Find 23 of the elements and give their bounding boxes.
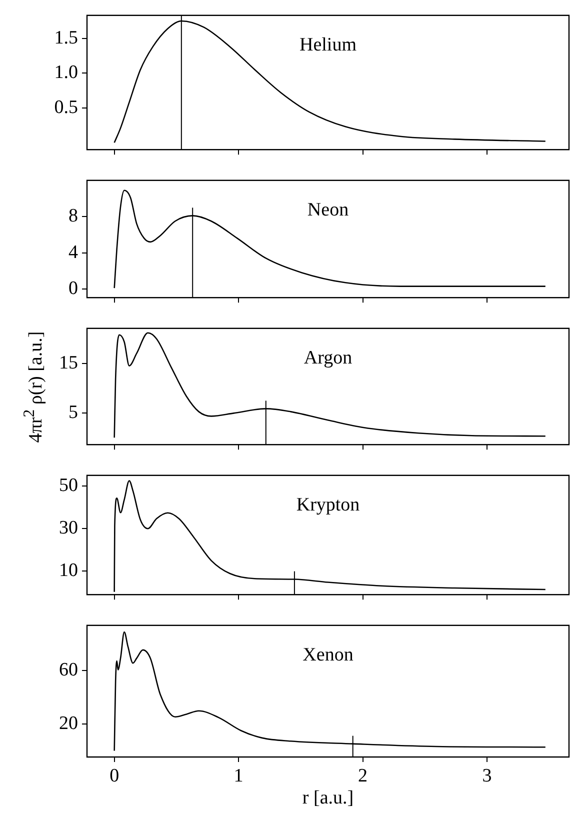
y-tick-label: 5	[68, 402, 78, 424]
y-tick-label: 50	[59, 475, 78, 496]
x-tick-label: 2	[358, 765, 368, 786]
text: Xenon	[302, 644, 354, 666]
text: Argon	[304, 347, 353, 368]
y-tick-label: 10	[59, 560, 78, 582]
x-tick-label: 0	[110, 765, 120, 786]
y-tick-label: 15	[59, 352, 78, 374]
y-tick-label: 1.5	[54, 27, 78, 48]
y-tick-label: 0	[68, 278, 78, 299]
y-tick-label: 20	[59, 713, 78, 734]
text: Helium	[300, 34, 357, 56]
y-tick-label: 0.5	[54, 96, 78, 118]
x-tick-label: 3	[482, 765, 492, 786]
y-tick-label: 30	[59, 518, 78, 539]
y-tick-label: 4	[68, 242, 78, 263]
text: Krypton	[296, 494, 360, 516]
y-tick-label: 1.0	[54, 62, 78, 84]
text: Neon	[307, 199, 350, 220]
y-tick-label: 60	[59, 660, 78, 681]
x-axis-title: r [a.u.]	[302, 788, 354, 809]
y-tick-label: 8	[68, 206, 78, 227]
x-tick-label: 1	[234, 765, 244, 786]
